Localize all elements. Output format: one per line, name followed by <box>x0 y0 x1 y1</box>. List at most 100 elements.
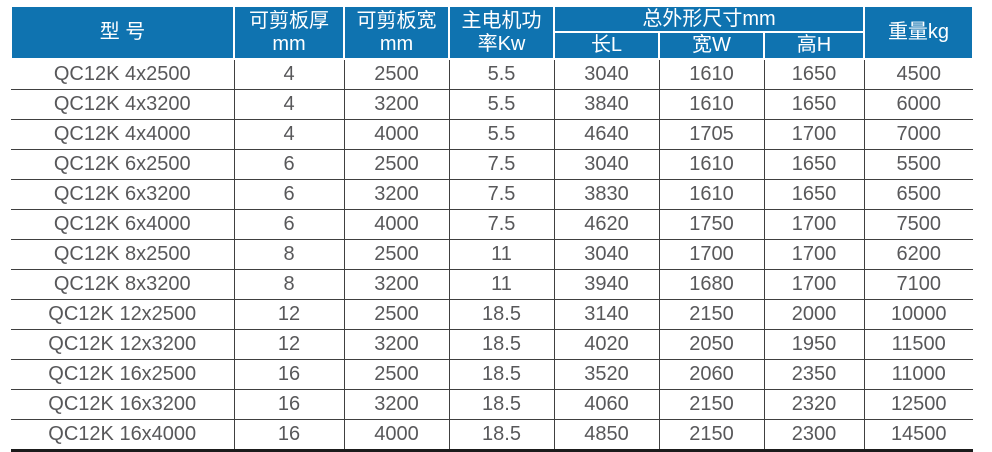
value-cell: 1610 <box>658 59 765 90</box>
value-cell: 3040 <box>553 59 660 90</box>
value-cell: 2150 <box>658 299 765 330</box>
value-cell: 12 <box>233 329 345 360</box>
value-cell: 11500 <box>863 329 973 360</box>
value-cell: 4 <box>233 119 345 150</box>
value-cell: 4620 <box>553 209 660 240</box>
table-row: QC12K 4x3200 4 3200 5.5 3840 1610 1650 6000 <box>11 89 973 120</box>
value-cell: 6 <box>233 179 345 210</box>
model-cell: QC12K 8x3200 <box>11 269 235 300</box>
value-cell: 7.5 <box>448 179 555 210</box>
value-cell: 8 <box>233 239 345 270</box>
value-cell: 3940 <box>553 269 660 300</box>
value-cell: 3200 <box>343 269 450 300</box>
model-cell: QC12K 6x2500 <box>11 149 235 180</box>
value-cell: 3200 <box>343 89 450 120</box>
value-cell: 6 <box>233 209 345 240</box>
value-cell: 11000 <box>863 359 973 390</box>
value-cell: 1700 <box>763 119 865 150</box>
model-cell: QC12K 16x3200 <box>11 389 235 420</box>
header-dim-length: 长L <box>553 31 660 60</box>
value-cell: 16 <box>233 419 345 452</box>
spec-table-header: 型 号 可剪板厚 mm 可剪板宽 mm 主电机功 率Kw 总外形尺寸mm 重量k… <box>10 5 974 60</box>
header-dimensions: 总外形尺寸mm <box>553 5 865 33</box>
header-thickness: 可剪板厚 mm <box>233 5 345 60</box>
value-cell: 2150 <box>658 389 765 420</box>
value-cell: 7100 <box>863 269 973 300</box>
value-cell: 1610 <box>658 179 765 210</box>
spec-table-body: QC12K 4x2500 4 2500 5.5 3040 1610 1650 4500 QC12… <box>11 59 973 452</box>
value-cell: 1700 <box>658 239 765 270</box>
value-cell: 3520 <box>553 359 660 390</box>
value-cell: 4 <box>233 59 345 90</box>
value-cell: 4000 <box>343 419 450 452</box>
value-cell: 2060 <box>658 359 765 390</box>
header-dim-width: 宽W <box>658 31 765 60</box>
model-cell: QC12K 4x3200 <box>11 89 235 120</box>
value-cell: 1700 <box>763 239 865 270</box>
value-cell: 1950 <box>763 329 865 360</box>
value-cell: 4060 <box>553 389 660 420</box>
value-cell: 2050 <box>658 329 765 360</box>
value-cell: 1680 <box>658 269 765 300</box>
value-cell: 2350 <box>763 359 865 390</box>
value-cell: 3140 <box>553 299 660 330</box>
value-cell: 14500 <box>863 419 973 452</box>
value-cell: 4850 <box>553 419 660 452</box>
table-row: QC12K 6x4000 6 4000 7.5 4620 1750 1700 7500 <box>11 209 973 240</box>
value-cell: 11 <box>448 239 555 270</box>
value-cell: 1650 <box>763 59 865 90</box>
value-cell: 11 <box>448 269 555 300</box>
model-cell: QC12K 6x3200 <box>11 179 235 210</box>
model-cell: QC12K 6x4000 <box>11 209 235 240</box>
table-row: QC12K 16x3200 16 3200 18.5 4060 2150 2320 12500 <box>11 389 973 420</box>
table-row: QC12K 12x2500 12 2500 18.5 3140 2150 2000 10000 <box>11 299 973 330</box>
header-row-sub: 长L 宽W 高H <box>11 31 973 60</box>
value-cell: 3830 <box>553 179 660 210</box>
header-plate-width: 可剪板宽 mm <box>343 5 450 60</box>
header-model: 型 号 <box>10 5 235 60</box>
model-cell: QC12K 16x4000 <box>11 419 235 452</box>
value-cell: 3200 <box>343 389 450 420</box>
model-cell: QC12K 12x2500 <box>11 299 235 330</box>
value-cell: 1610 <box>658 149 765 180</box>
value-cell: 5.5 <box>448 119 555 150</box>
header-row-top: 型 号 可剪板厚 mm 可剪板宽 mm 主电机功 率Kw 总外形尺寸mm 重量k… <box>10 5 974 60</box>
value-cell: 5.5 <box>448 89 555 120</box>
value-cell: 16 <box>233 389 345 420</box>
value-cell: 6 <box>233 149 345 180</box>
value-cell: 1650 <box>763 179 865 210</box>
model-cell: QC12K 4x2500 <box>11 59 235 90</box>
value-cell: 5.5 <box>448 59 555 90</box>
header-weight: 重量kg <box>863 5 974 60</box>
value-cell: 4000 <box>343 209 450 240</box>
value-cell: 7500 <box>863 209 973 240</box>
value-cell: 4000 <box>343 119 450 150</box>
model-cell: QC12K 8x2500 <box>11 239 235 270</box>
table-row: QC12K 16x4000 16 4000 18.5 4850 2150 2300 14500 <box>11 419 973 452</box>
value-cell: 4 <box>233 89 345 120</box>
value-cell: 2500 <box>343 359 450 390</box>
value-cell: 4500 <box>863 59 973 90</box>
value-cell: 2500 <box>343 59 450 90</box>
value-cell: 3040 <box>553 149 660 180</box>
table-row: QC12K 4x4000 4 4000 5.5 4640 1705 1700 7000 <box>11 119 973 150</box>
value-cell: 1700 <box>763 269 865 300</box>
value-cell: 2150 <box>658 419 765 452</box>
value-cell: 6000 <box>863 89 973 120</box>
table-row: QC12K 6x3200 6 3200 7.5 3830 1610 1650 6500 <box>11 179 973 210</box>
table-row: QC12K 4x2500 4 2500 5.5 3040 1610 1650 4500 <box>11 59 973 90</box>
value-cell: 12500 <box>863 389 973 420</box>
value-cell: 18.5 <box>448 389 555 420</box>
value-cell: 2500 <box>343 239 450 270</box>
value-cell: 3200 <box>343 329 450 360</box>
value-cell: 1700 <box>763 209 865 240</box>
value-cell: 4640 <box>553 119 660 150</box>
table-row: QC12K 8x2500 8 2500 11 3040 1700 1700 6200 <box>11 239 973 270</box>
value-cell: 3040 <box>553 239 660 270</box>
header-dim-height: 高H <box>763 31 865 60</box>
model-cell: QC12K 16x2500 <box>11 359 235 390</box>
value-cell: 4020 <box>553 329 660 360</box>
value-cell: 1650 <box>763 89 865 120</box>
value-cell: 2500 <box>343 299 450 330</box>
